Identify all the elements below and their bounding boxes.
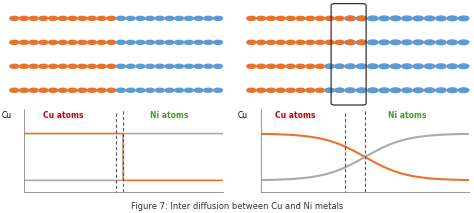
Text: Cu atoms: Cu atoms <box>43 111 83 120</box>
Text: Cu atoms: Cu atoms <box>275 111 316 120</box>
Text: Cu: Cu <box>1 111 12 120</box>
Text: Cu: Cu <box>238 111 248 120</box>
Text: Figure 7: Inter diffusion between Cu and Ni metals: Figure 7: Inter diffusion between Cu and… <box>131 202 343 211</box>
Text: Ni atoms: Ni atoms <box>388 111 426 120</box>
Text: Ni atoms: Ni atoms <box>150 111 189 120</box>
